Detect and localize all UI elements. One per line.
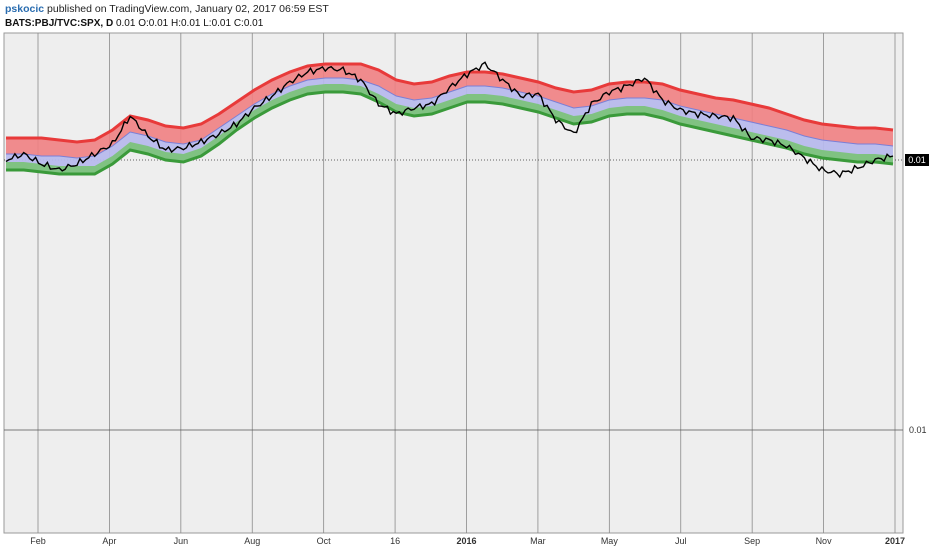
x-tick-label: Mar	[530, 536, 546, 546]
price-line	[5, 61, 894, 179]
x-tick-label: Aug	[244, 536, 260, 546]
x-tick-label: Nov	[816, 536, 833, 546]
lower-band-line	[6, 90, 894, 176]
upper-band-line	[6, 62, 894, 144]
x-tick-label: Feb	[30, 536, 46, 546]
ohlc-values: 0.01 O:0.01 H:0.01 L:0.01 C:0.01	[115, 18, 264, 29]
symbol-label: BATS:PBJ/TVC:SPX, D	[5, 18, 114, 29]
axis-layer: Feb Apr Jun Aug Oct 16 2016 Mar May Jul Sep Nov 2017…	[30, 154, 929, 546]
y-tick-label: 0.01	[909, 425, 927, 435]
last-value-tag: 0.01	[905, 154, 929, 166]
published-text: published on TradingView.com, January 02…	[47, 3, 329, 15]
x-tick-label: 2017	[885, 536, 905, 546]
x-tick-label: 16	[390, 536, 400, 546]
x-tick-label: Sep	[744, 536, 760, 546]
x-tick-label: 2016	[456, 536, 476, 546]
last-value-text: 0.01	[908, 155, 926, 165]
author-link[interactable]: pskocic	[5, 3, 45, 15]
x-tick-label: Apr	[102, 536, 116, 546]
middle-band-line	[6, 77, 894, 159]
band-layer	[6, 62, 894, 176]
x-tick-label: Oct	[317, 536, 332, 546]
x-tick-label: May	[601, 536, 619, 546]
x-tick-label: Jun	[174, 536, 189, 546]
lower-band-fill	[6, 84, 893, 174]
chart-header: pskocic published on TradingView.com, Ja…	[3, 2, 903, 32]
price-layer	[5, 61, 894, 179]
x-tick-label: Jul	[675, 536, 687, 546]
publisher-line: pskocic published on TradingView.com, Ja…	[5, 3, 329, 16]
symbol-line: BATS:PBJ/TVC:SPX, D 0.01 O:0.01 H:0.01 L…	[5, 17, 263, 30]
